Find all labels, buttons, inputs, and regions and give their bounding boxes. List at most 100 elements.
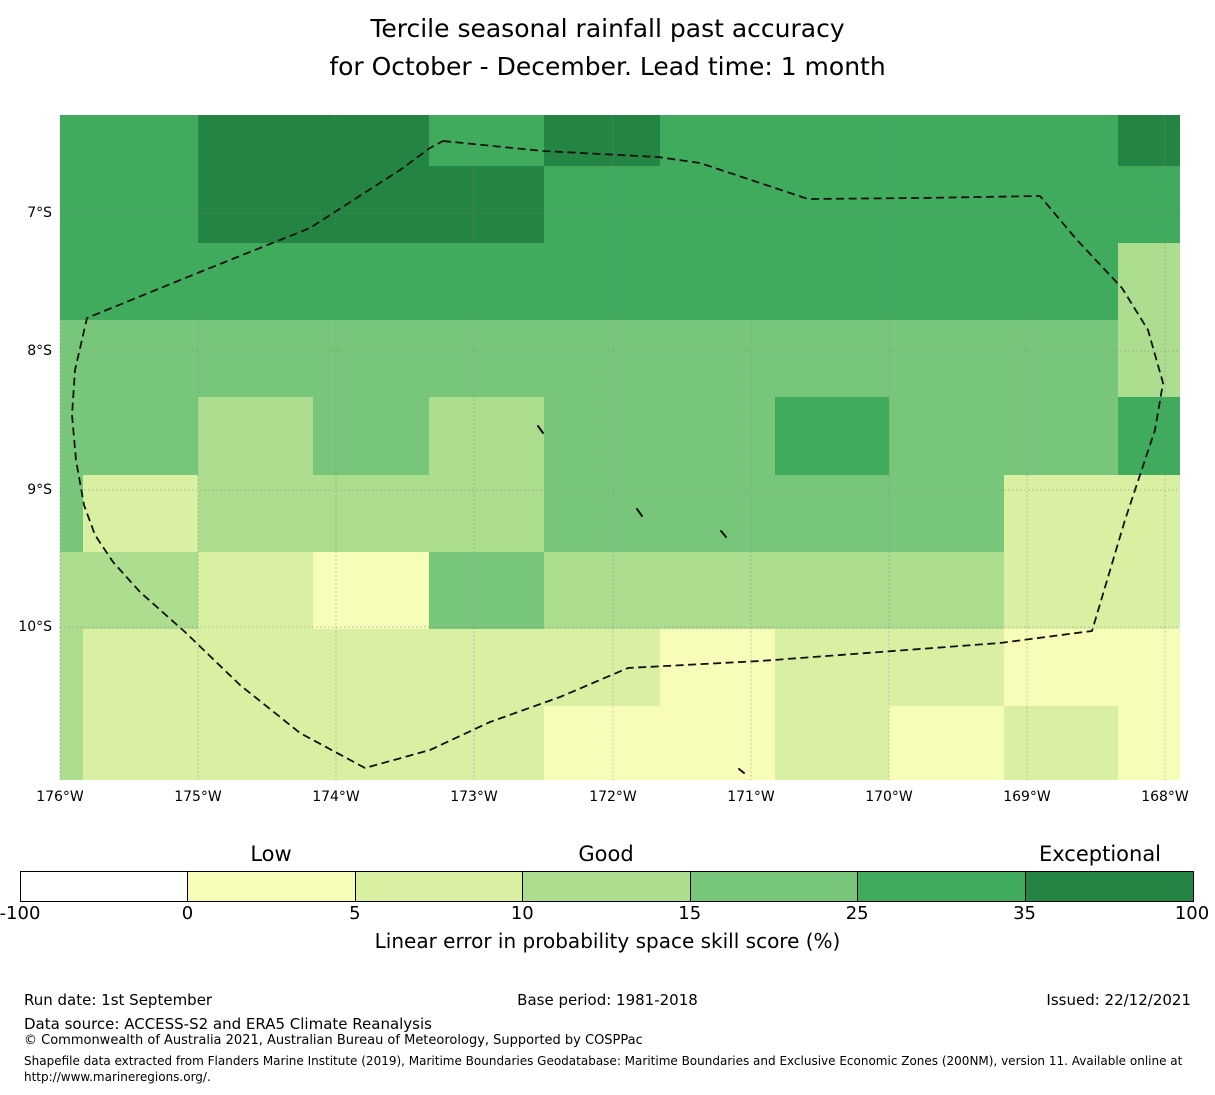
heatmap-cell: [544, 706, 660, 780]
heatmap-cell: [198, 706, 313, 780]
heatmap-cell: [544, 629, 660, 706]
heatmap-cell: [889, 706, 1004, 780]
colorbar-segment: [1025, 872, 1193, 901]
heatmap-cell: [198, 166, 313, 243]
heatmap-cell: [83, 706, 198, 780]
heatmap-cell: [1118, 629, 1180, 706]
heatmap-cell: [1004, 243, 1118, 320]
colorbar-tick-label: 100: [1174, 903, 1210, 924]
x-tick-label: 171°W: [727, 789, 775, 805]
heatmap-cell: [660, 166, 775, 243]
heatmap-cell: [660, 552, 775, 629]
heatmap-cell: [313, 115, 429, 166]
heatmap-cell: [775, 397, 889, 475]
heatmap-cell: [198, 629, 313, 706]
heatmap-cell: [889, 552, 1004, 629]
chart-title-line1: Tercile seasonal rainfall past accuracy: [370, 14, 845, 43]
colorbar-segment: [355, 872, 524, 901]
colorbar-segment: [21, 872, 189, 901]
heatmap-cell: [60, 166, 83, 243]
heatmap-cell: [83, 475, 198, 552]
heatmap-cell: [775, 552, 889, 629]
heatmap-cell: [60, 475, 83, 552]
heatmap-cell: [889, 475, 1004, 552]
y-tick-label: 9°S: [27, 482, 52, 498]
heatmap-cell: [889, 320, 1004, 397]
heatmap-cell: [313, 243, 429, 320]
x-tick-label: 170°W: [865, 789, 913, 805]
heatmap-cell: [60, 397, 83, 475]
colorbar-segment: [188, 872, 356, 901]
heatmap-cell: [1118, 706, 1180, 780]
colorbar-segment: [858, 872, 1026, 901]
heatmap-cell: [660, 320, 775, 397]
heatmap-cell: [775, 706, 889, 780]
heatmap-cell: [775, 475, 889, 552]
heatmap-cell: [544, 552, 660, 629]
heatmap-cell: [1004, 552, 1118, 629]
heatmap-cell: [60, 115, 83, 166]
heatmap-cell: [83, 552, 198, 629]
colorbar-title: Linear error in probability space skill …: [374, 929, 841, 953]
x-tick-label: 172°W: [589, 789, 637, 805]
colorbar-segment: [523, 872, 691, 901]
heatmap-cell: [544, 243, 660, 320]
heatmap-cell: [313, 706, 429, 780]
heatmap-cell: [60, 552, 83, 629]
colorbar-tick-label: 25: [845, 903, 869, 924]
x-tick-label: 175°W: [174, 789, 222, 805]
heatmap-cell: [775, 243, 889, 320]
heatmap-cell: [83, 115, 198, 166]
x-tick-label: 174°W: [312, 789, 360, 805]
heatmap-cell: [313, 475, 429, 552]
heatmap-cell: [198, 320, 313, 397]
heatmap-cell: [60, 629, 83, 706]
shapefile-url-text: http://www.marineregions.org/.: [24, 1070, 211, 1084]
heatmap-cell: [83, 629, 198, 706]
x-tick-label: 176°W: [36, 789, 84, 805]
island-mark: [738, 768, 745, 774]
heatmap-cell: [1118, 166, 1180, 243]
x-tick-label: 173°W: [450, 789, 498, 805]
heatmap-cell: [60, 706, 83, 780]
colorbar-tick-label: 10: [510, 903, 534, 924]
heatmap-cell: [198, 115, 313, 166]
island-mark: [537, 425, 544, 434]
heatmap-cell: [1118, 320, 1180, 397]
heatmap-cell: [1004, 320, 1118, 397]
heatmap-cell: [60, 243, 83, 320]
data-source-text: Data source: ACCESS-S2 and ERA5 Climate …: [24, 1015, 432, 1033]
heatmap-cell: [429, 706, 544, 780]
eez-boundary-line: [71, 140, 1164, 769]
heatmap-cell: [83, 243, 198, 320]
heatmap-cell: [429, 166, 544, 243]
shapefile-note-text: Shapefile data extracted from Flanders M…: [24, 1054, 1183, 1068]
heatmap-cell: [544, 115, 660, 166]
heatmap-cell: [889, 397, 1004, 475]
colorbar-tick-label: 0: [181, 903, 194, 924]
island-mark: [720, 530, 727, 538]
colorbar-tick-label: 35: [1013, 903, 1037, 924]
heatmap-cell: [889, 115, 1004, 166]
heatmap-cell: [775, 320, 889, 397]
heatmap-cell: [83, 397, 198, 475]
heatmap-cell: [83, 166, 198, 243]
colorbar-category-label: Good: [578, 842, 634, 866]
heatmap-cell: [660, 706, 775, 780]
heatmap-cell: [429, 475, 544, 552]
heatmap-cell: [660, 475, 775, 552]
heatmap-cell: [544, 320, 660, 397]
issued-text: Issued: 22/12/2021: [1046, 991, 1191, 1009]
heatmap-cell: [313, 320, 429, 397]
heatmap-cell: [83, 320, 198, 397]
heatmap-cell: [1004, 115, 1118, 166]
x-tick-label: 169°W: [1003, 789, 1051, 805]
y-tick-label: 7°S: [27, 205, 52, 221]
heatmap-cell: [1118, 243, 1180, 320]
heatmap-cell: [1004, 397, 1118, 475]
heatmap-cell: [313, 397, 429, 475]
heatmap-cell: [1118, 397, 1180, 475]
heatmap-cell: [660, 629, 775, 706]
chart-title-line2: for October - December. Lead time: 1 mon…: [329, 52, 886, 81]
